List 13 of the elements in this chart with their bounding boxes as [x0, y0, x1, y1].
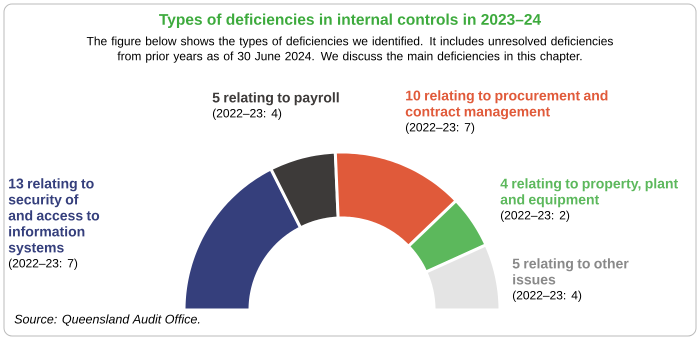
chart-title: Types of deficiencies in internal controls in 2023–24 [159, 14, 541, 28]
slice-label: 5 relating to payroll [212, 92, 339, 106]
chart-subtitle: The figure below shows the types of deficiencies we identified. It includes unresolved deficiencies from prior years as of 30 June 2024. We discuss the main deficiencies in this chapter. [86, 36, 613, 63]
source-note: Source: Queensland Audit Office. [14, 314, 200, 326]
text: (2022–23: 4) [212, 108, 282, 120]
slice-label: 10 relating to procurement and contract management [406, 90, 608, 120]
slice-label: 5 relating to other issues [512, 258, 629, 284]
text: (2022–23: 4) [512, 290, 582, 302]
text: (2022–23: 7) [8, 258, 78, 270]
text: (2022–23: 7) [406, 122, 474, 134]
slice-label: 4 relating to property, plant and equipment [500, 178, 678, 208]
text: (2022–23: 2) [500, 210, 570, 222]
slice-label: 13 relating to security of and access to information systems [8, 178, 100, 256]
